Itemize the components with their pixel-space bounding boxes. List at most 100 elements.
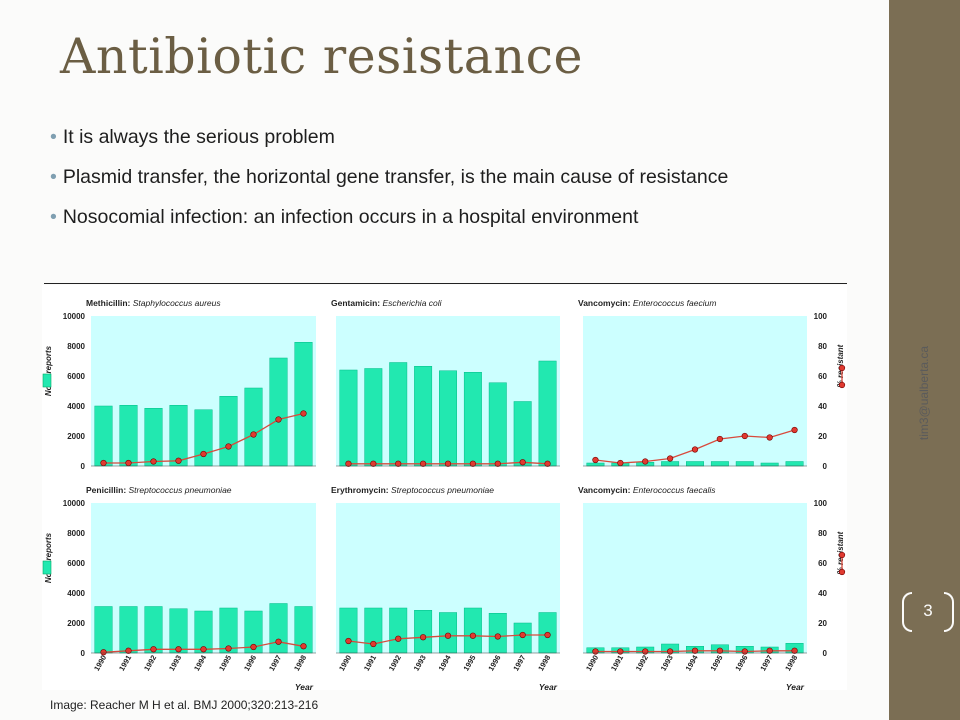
year-tick-label: 1998: [783, 654, 799, 673]
bullet-item: • It is always the serious problem: [50, 126, 850, 149]
report-bar: [169, 405, 188, 467]
panel-title: Penicillin: Streptococcus pneumoniae: [86, 485, 232, 495]
report-bar: [686, 461, 704, 467]
x-axis-title: Year: [539, 682, 558, 690]
panel-title-organism: Enterococcus faecium: [633, 298, 717, 308]
reports-tick-label: 6000: [67, 559, 85, 568]
resistance-point: [175, 646, 182, 653]
panel-title: Methicillin: Staphylococcus aureus: [86, 298, 221, 308]
slide-title: Antibiotic resistance: [60, 28, 584, 85]
resistance-point: [667, 648, 674, 655]
resistant-tick-label: 100: [814, 312, 828, 321]
resistance-point: [300, 410, 307, 417]
year-tick-label: 1998: [536, 654, 552, 673]
resistance-point: [544, 631, 551, 639]
year-tick-label: 1996: [242, 654, 258, 673]
side-email: tim3@ualberta.ca: [904, 333, 944, 453]
divider-line: [44, 283, 847, 284]
panel-title: Vancomycin: Enterococcus faecium: [578, 298, 716, 308]
resistance-point: [741, 432, 748, 440]
report-bar: [194, 409, 213, 467]
resistance-point: [225, 443, 232, 450]
resistant-tick-label: 0: [823, 462, 828, 471]
resistance-point: [791, 647, 798, 654]
reports-tick-label: 0: [81, 462, 86, 471]
year-tick-label: 1994: [192, 653, 209, 673]
chart-panel: Methicillin: Staphylococcus aureus: [86, 298, 316, 467]
report-bar: [538, 360, 557, 467]
panel-title-drug: Erythromycin:: [331, 485, 391, 495]
report-bar: [94, 405, 113, 467]
resistance-point: [766, 434, 773, 441]
image-caption: Image: Reacher M H et al. BMJ 2000;320:2…: [50, 698, 319, 712]
resistance-point: [150, 646, 157, 653]
resistant-tick-label: 60: [818, 372, 827, 381]
resistance-point: [420, 460, 427, 467]
reports-axis-title: No of reports: [44, 345, 53, 396]
resistance-point: [420, 634, 427, 641]
panel-title-drug: Gentamicin:: [331, 298, 382, 308]
resistance-point: [225, 645, 232, 652]
resistance-point: [716, 435, 723, 443]
resistance-point: [667, 455, 674, 462]
resistance-point: [300, 643, 307, 650]
resistance-point: [345, 460, 352, 467]
year-tick-label: 1996: [486, 654, 502, 673]
year-tick-label: 1991: [362, 654, 378, 673]
year-tick-label: 1995: [461, 654, 477, 673]
resistance-point: [791, 426, 798, 434]
report-bar: [785, 461, 804, 467]
resistant-legend-marker: [838, 364, 846, 372]
resistance-point: [370, 460, 377, 467]
bullet-item: • Nosocomial infection: an infection occu…: [50, 206, 850, 229]
resistance-point: [100, 459, 107, 467]
chart-panel: Erythromycin: Streptococcus pneumoniae 19…: [331, 485, 560, 692]
reports-tick-label: 8000: [67, 342, 85, 351]
reports-tick-label: 10000: [63, 499, 86, 508]
bullet-dot-icon: •: [50, 206, 57, 228]
resistance-point: [200, 450, 207, 458]
reports-tick-label: 4000: [67, 589, 85, 598]
resistance-point: [250, 431, 257, 438]
year-tick-label: 1995: [217, 654, 233, 673]
year-tick-label: 1997: [511, 654, 527, 673]
reports-tick-label: 10000: [63, 312, 86, 321]
plot-background: [583, 503, 807, 653]
year-tick-label: 1990: [337, 654, 353, 673]
resistant-tick-label: 60: [818, 559, 827, 568]
page-number-text: 3: [923, 601, 933, 620]
resistance-point: [519, 631, 526, 639]
chart-panel: Vancomycin: Enterococcus faecalis 1990 199…: [578, 485, 807, 692]
year-tick-label: 1997: [267, 654, 283, 673]
reports-tick-label: 2000: [67, 619, 85, 628]
x-axis-title: Year: [295, 682, 314, 690]
panel-title-organism: Streptococcus pneumoniae: [129, 485, 232, 495]
bullet-text: It is always the serious problem: [62, 126, 335, 148]
reports-tick-label: 8000: [67, 529, 85, 538]
year-tick-label: 1997: [758, 654, 774, 673]
year-tick-label: 1990: [584, 654, 600, 673]
resistance-point: [200, 646, 207, 653]
year-tick-label: 1992: [634, 654, 650, 673]
resistance-point: [716, 647, 723, 654]
x-axis-title: Year: [786, 682, 805, 690]
report-bar: [144, 408, 163, 467]
resistance-point: [250, 643, 257, 651]
bullet-list: • It is always the serious problem • Plasm…: [50, 126, 850, 246]
chart-panel: Vancomycin: Enterococcus faecium: [578, 298, 807, 467]
report-bar: [439, 370, 457, 467]
bullet-text: Plasmid transfer, the horizontal gene tr…: [62, 166, 729, 188]
resistance-point: [469, 632, 476, 639]
report-bar: [119, 606, 138, 654]
resistance-point: [370, 640, 377, 648]
report-bar: [364, 368, 383, 467]
report-bar: [735, 461, 754, 467]
page-number: 3: [902, 592, 954, 632]
reports-tick-label: 0: [81, 649, 86, 658]
report-bar: [269, 603, 288, 654]
report-bar: [269, 357, 288, 467]
report-bar: [389, 607, 408, 654]
report-bar: [414, 610, 433, 654]
reports-legend-swatch: [42, 560, 52, 575]
